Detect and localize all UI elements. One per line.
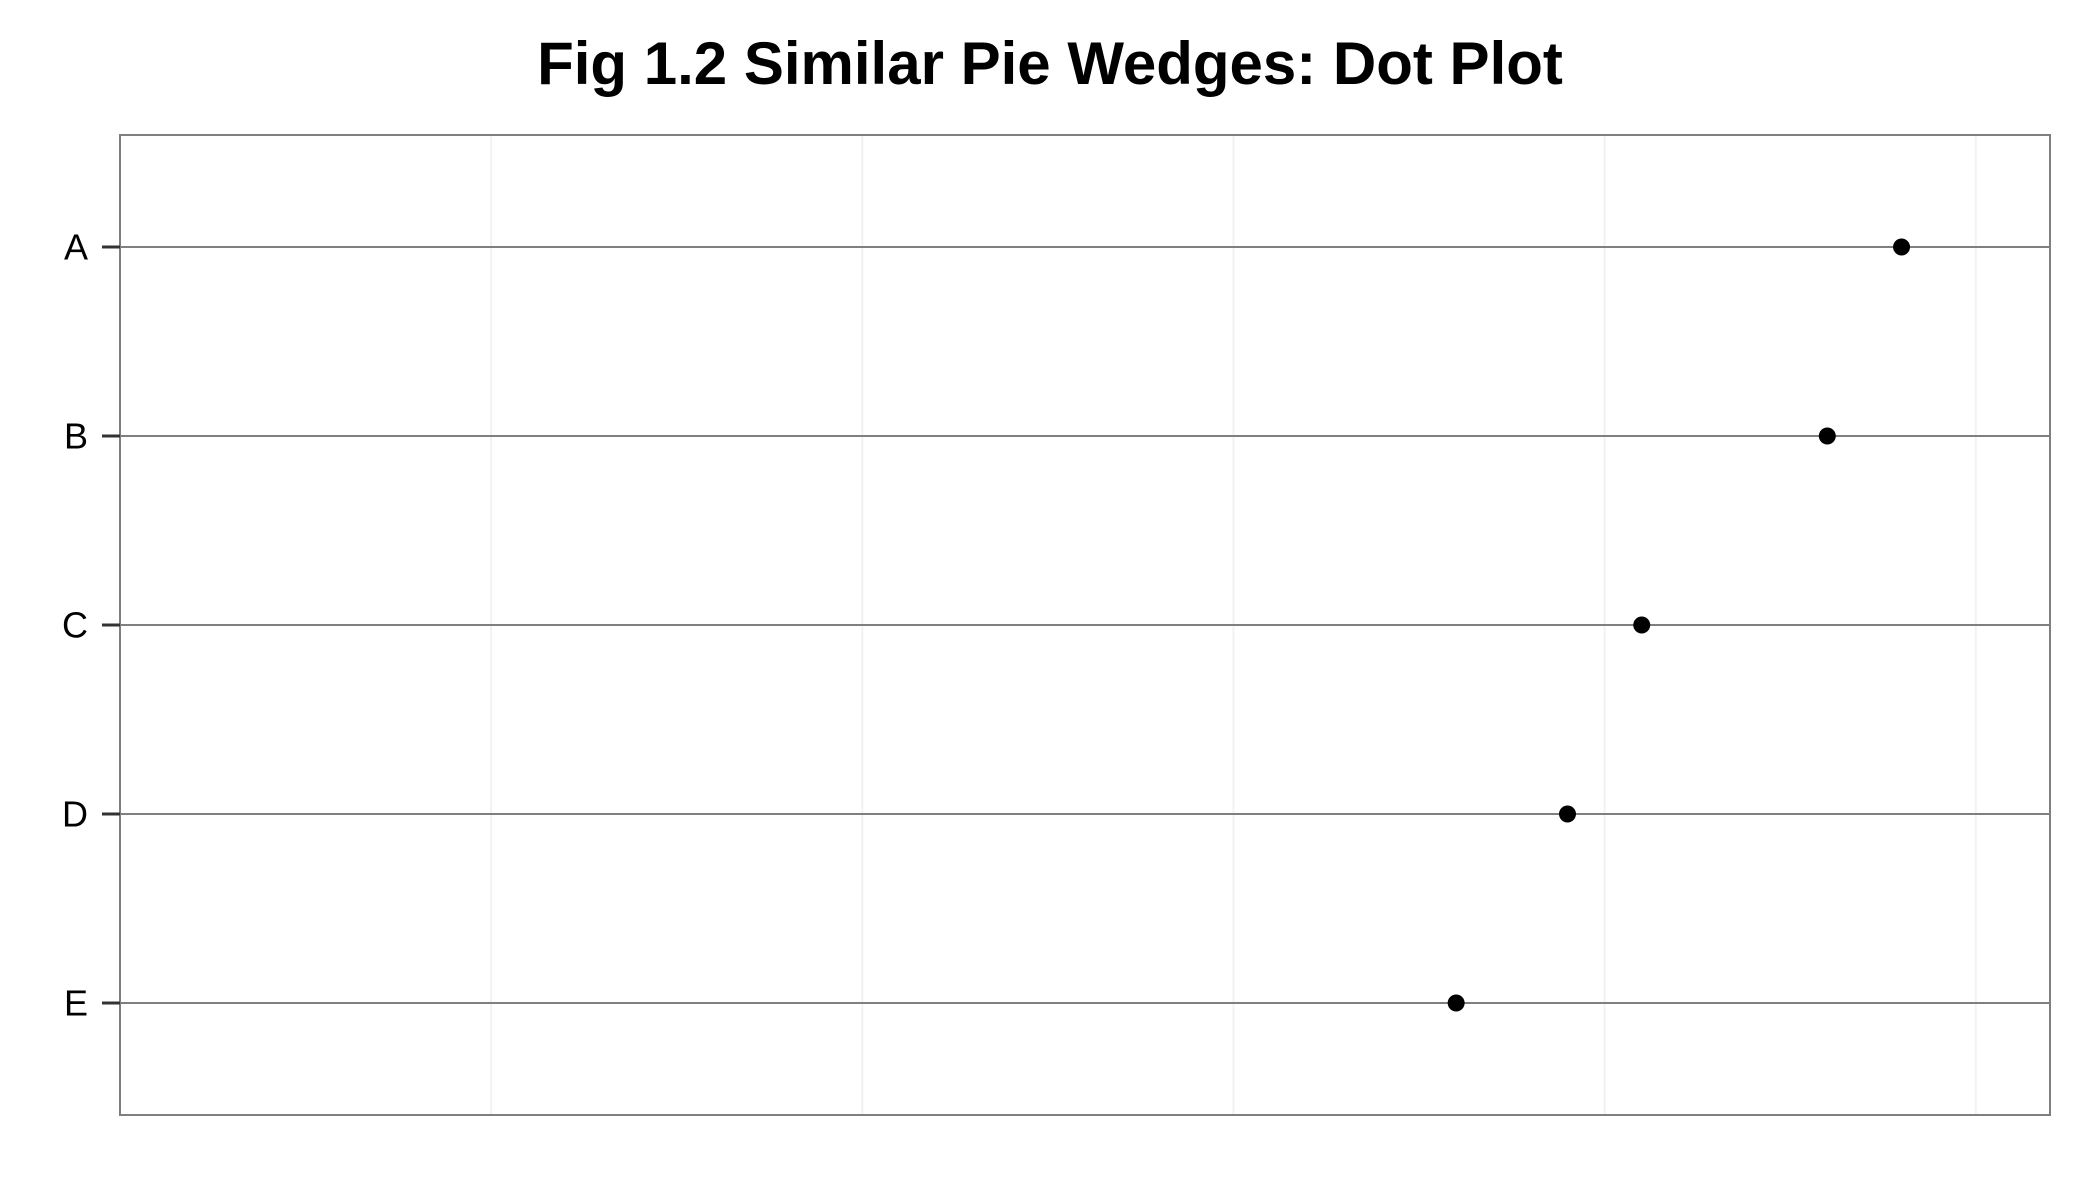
data-point-b [1818,427,1836,445]
y-tick-label: C [62,605,88,646]
y-tick-label: E [64,983,88,1024]
y-tick-label: B [64,416,88,457]
data-point-c [1633,616,1651,634]
data-points [1447,238,1911,1012]
data-point-a [1893,238,1911,256]
y-tick-label: D [62,794,88,835]
y-axis-ticks: A B C D E [62,227,120,1024]
y-tick-label: A [64,227,88,268]
data-point-d [1559,805,1576,823]
chart-title: Fig 1.2 Similar Pie Wedges: Dot Plot [537,30,1563,97]
row-lines [120,246,2050,1004]
data-point-e [1447,994,1465,1012]
